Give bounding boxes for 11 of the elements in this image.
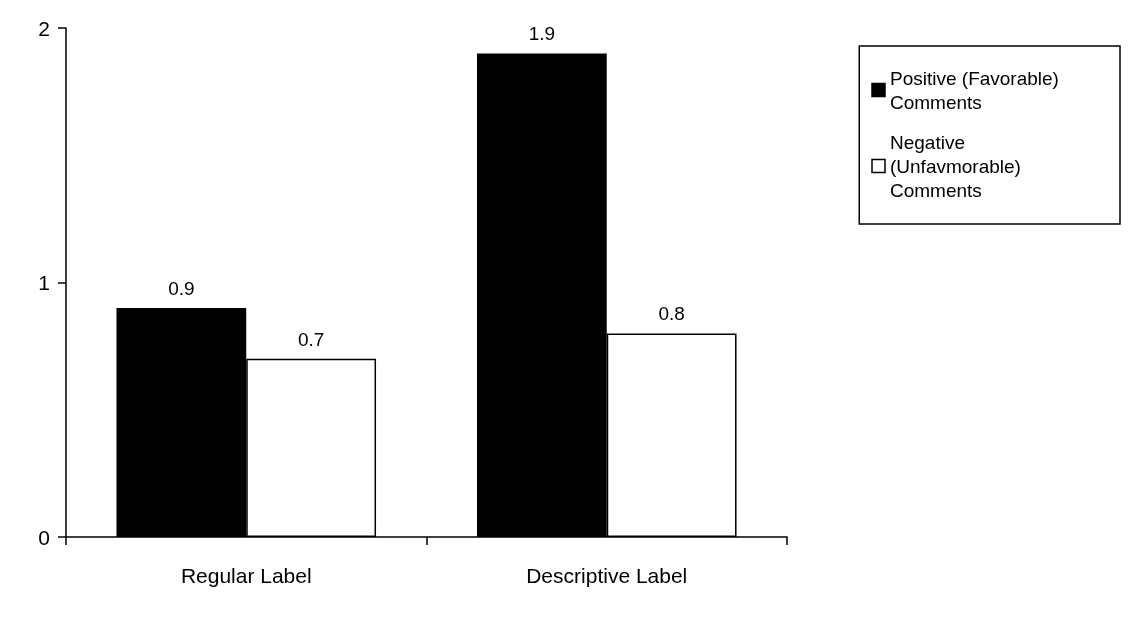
y-tick-label: 0 [38, 525, 50, 549]
x-tick-label: Regular Label [180, 564, 312, 587]
y-tick-label: 2 [38, 16, 50, 40]
y-tick-label: 1 [38, 271, 50, 294]
data-label: 0.9 [168, 277, 195, 299]
legend-label: Negative (Unfavmorable) Comments [890, 131, 1027, 201]
legend-label: Positive (Favorable) Comments [890, 67, 1065, 113]
data-label: 0.8 [658, 303, 685, 325]
data-label: 0.7 [297, 328, 325, 350]
data-label: 1.9 [528, 23, 556, 45]
x-tick-label: Descriptive Label [526, 564, 688, 587]
